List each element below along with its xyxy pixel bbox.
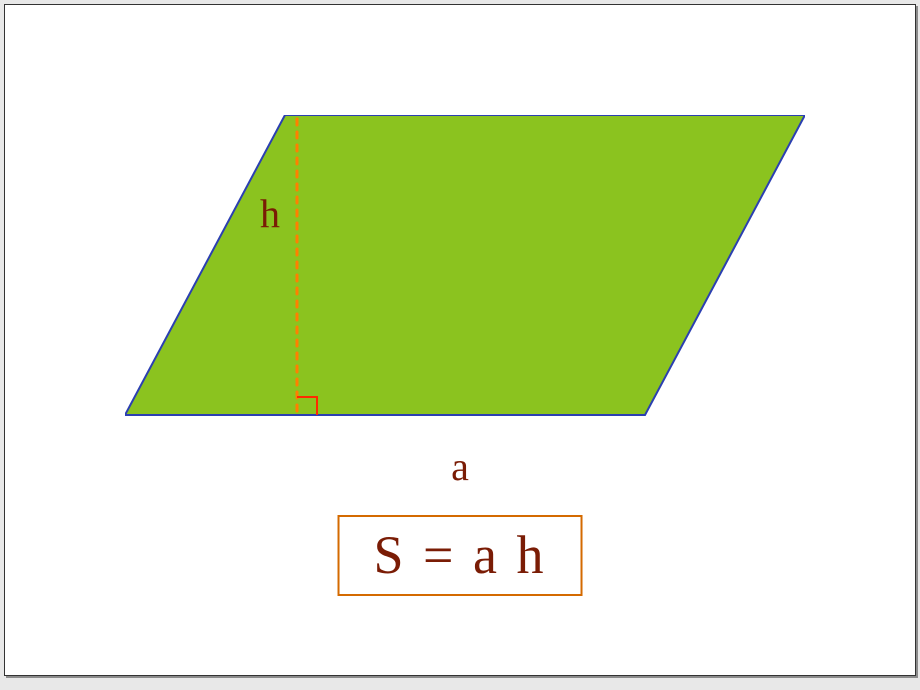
diagram-canvas: h a S = a h [5, 5, 915, 675]
slide-frame: h a S = a h [4, 4, 916, 676]
base-label: a [451, 443, 469, 490]
area-formula: S = a h [338, 515, 583, 596]
height-label: h [260, 190, 280, 237]
parallelogram-shape [125, 115, 805, 415]
parallelogram-wrap [125, 115, 805, 435]
